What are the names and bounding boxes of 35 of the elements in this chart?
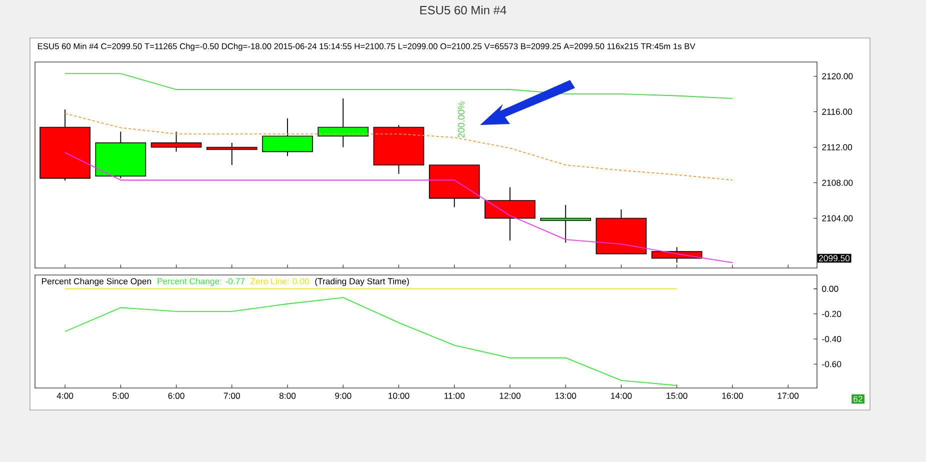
x-tick-label: 6:00 bbox=[168, 392, 184, 399]
y-tick-label: 2104.00 bbox=[822, 215, 853, 222]
x-tick-label: 17:00 bbox=[778, 392, 799, 399]
y-tick-label: 2116.00 bbox=[822, 108, 852, 115]
annotation: 200.00% bbox=[458, 102, 464, 138]
x-tick-label: 14:00 bbox=[611, 392, 632, 399]
chart-title: Percent Change Since Open bbox=[42, 278, 152, 286]
x-tick-label: 4:00 bbox=[56, 392, 74, 399]
text: 2099.50 bbox=[819, 255, 850, 262]
x-tick-label: 13:00 bbox=[555, 392, 576, 399]
y-tick-label: -0.60 bbox=[822, 361, 842, 368]
x-tick-label: 10:00 bbox=[388, 392, 410, 399]
text: Percent Change: -0.77 bbox=[158, 278, 244, 286]
x-tick-label: 7:00 bbox=[224, 392, 240, 399]
x-tick-label: 12:00 bbox=[500, 392, 520, 399]
y-tick-label: -0.40 bbox=[822, 336, 842, 342]
y-tick-label: 2120.00 bbox=[822, 73, 853, 80]
chart-subtitle: ESU5 60 Min #4 C=2099.50 T=11265 Chg=-0.50 DChg=-18.00 2015-06-24 15:14:55 H=2100.75 L=2099.00 O=2100.25 V=65573 B=2099.25 A=2099.50 116x215 TR:45m 1s BV bbox=[38, 43, 696, 51]
x-tick-label: 15:00 bbox=[666, 392, 688, 399]
x-tick-label: 5:00 bbox=[112, 392, 129, 399]
candlestick bbox=[206, 142, 258, 166]
y-tick-label: -0.20 bbox=[822, 310, 842, 317]
line-series bbox=[64, 297, 678, 386]
x-tick-label: 11:00 bbox=[444, 392, 465, 399]
series-label: Zero Line: 0.00 bbox=[250, 278, 310, 284]
chart-title: ESU5 60 Min #4 bbox=[420, 6, 506, 14]
x-tick-label: 8:00 bbox=[279, 392, 296, 399]
annotation: (Trading Day Start Time) bbox=[315, 278, 409, 286]
y-tick-label: 2112.00 bbox=[822, 144, 852, 150]
x-tick-label: 16:00 bbox=[722, 392, 743, 399]
y-tick-label: 0.00 bbox=[822, 286, 838, 292]
x-tick-label: 9:00 bbox=[335, 392, 352, 399]
y-tick-label: 2108.00 bbox=[822, 180, 853, 186]
text: 62 bbox=[854, 396, 862, 402]
candlestick bbox=[540, 204, 592, 244]
